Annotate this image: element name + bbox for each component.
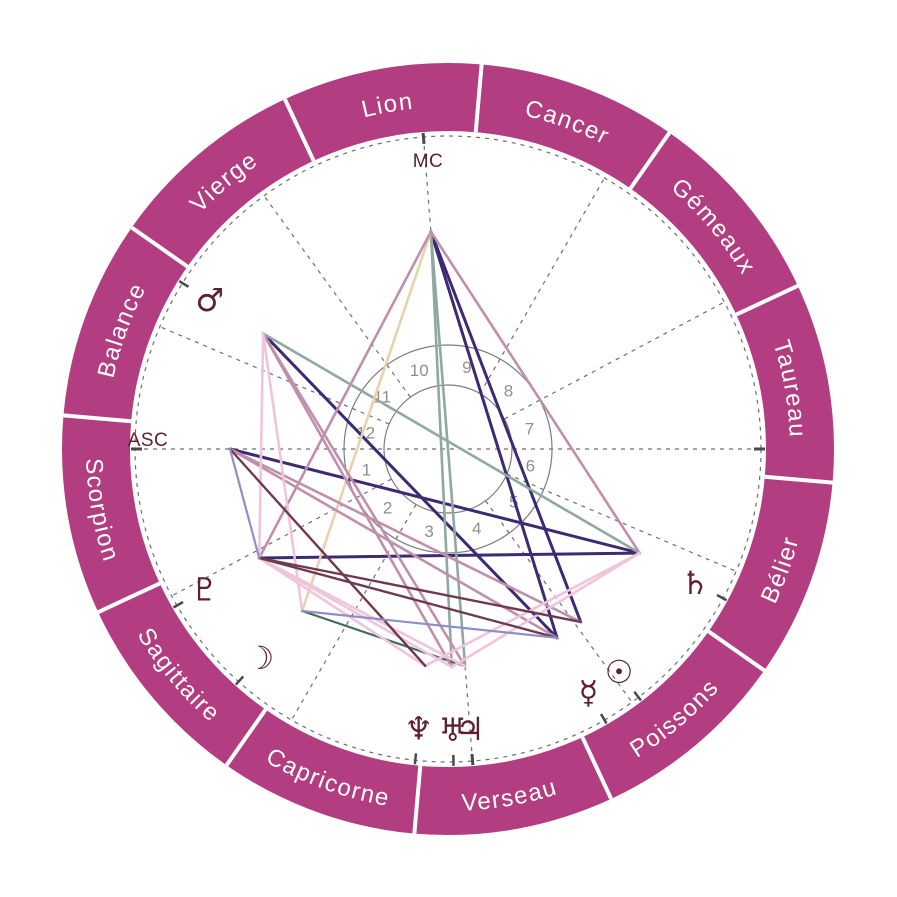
aspect-saturne-uranus [450, 551, 641, 669]
planet-soleil-symbol[interactable]: ☉ [605, 653, 634, 691]
house-cusp-line [159, 326, 390, 425]
house-number-3: 3 [424, 522, 433, 541]
sign-divider [224, 708, 268, 767]
house-number-1: 1 [362, 460, 371, 479]
house-number-4: 4 [472, 519, 481, 538]
sign-divider [735, 284, 799, 317]
planet-jupiter-symbol[interactable]: ♃ [456, 710, 485, 748]
aspect-pluton-neptune [257, 556, 427, 668]
asc-axis-label: ASC [128, 430, 169, 451]
house-cusp-line [504, 301, 725, 420]
aspect-asc-soleil [228, 447, 583, 624]
house-circle-outer [343, 344, 553, 554]
house-number-7: 7 [525, 420, 534, 439]
planet-saturne-symbol[interactable]: ♄ [681, 564, 710, 602]
house-cusp-line [485, 500, 633, 703]
aspect-mc-jupiter [429, 230, 467, 668]
aspect-mars-saturne [261, 332, 641, 555]
sign-divider [130, 225, 189, 269]
planet-uranus-symbol[interactable]: ♅ [439, 711, 468, 749]
planet-lune-symbol[interactable]: ☽ [246, 639, 275, 677]
house-cusp-line [506, 473, 737, 572]
aspect-mc-mercure [429, 230, 559, 640]
house-number-9: 9 [462, 358, 471, 377]
planet-tick-soleil [633, 691, 642, 702]
aspect-asc-pluton [228, 447, 261, 560]
planet-neptune-symbol[interactable]: ♆ [404, 709, 433, 747]
house-number-8: 8 [504, 382, 513, 401]
mc-axis-label: MC [413, 151, 444, 172]
aspect-mc-saturne [429, 230, 641, 555]
house-cusp-line [171, 478, 392, 597]
planet-mars-symbol[interactable]: ♂ [195, 281, 224, 319]
sign-divider [97, 581, 161, 614]
aspect-mc-lune [300, 230, 433, 613]
aspect-pluton-saturne [257, 551, 642, 560]
sign-divider [764, 474, 833, 485]
sign-divider [412, 765, 423, 834]
house-number-2: 2 [383, 498, 392, 517]
zodiac-ring [62, 63, 834, 835]
planet-tick-mars [178, 279, 190, 288]
house-cusp-line [479, 177, 606, 394]
aspect-pluton-jupiter [257, 556, 467, 668]
planet-mercure-symbol[interactable]: ☿ [579, 673, 599, 711]
house-number-6: 6 [526, 457, 535, 476]
aspect-asc-saturne [228, 447, 642, 555]
sign-divider [580, 736, 613, 800]
planet-tick-neptune [413, 753, 418, 765]
axis-end-tick [421, 132, 426, 145]
sign-divider [628, 131, 672, 190]
sign-divider [707, 629, 766, 673]
planet-pluton-symbol[interactable]: ♇ [190, 571, 219, 609]
planet-tick-pluton [172, 600, 184, 609]
house-cusp-line [290, 504, 417, 721]
planet-tick-saturne [716, 593, 728, 602]
aspect-saturne-neptune [423, 551, 641, 668]
aspect-asc-neptune [228, 447, 427, 668]
aspect-mc-soleil [429, 230, 583, 624]
aspect-mars-pluton [257, 332, 265, 560]
aspect-lune-mercure [301, 609, 559, 639]
sign-divider [473, 64, 484, 133]
sign-divider [283, 98, 316, 162]
house-number-10: 10 [410, 361, 429, 380]
planet-tick-jupiter [470, 753, 475, 766]
aspect-mars-uranus [261, 332, 454, 669]
aspect-pluton-soleil [258, 556, 582, 624]
planet-tick-mercure [599, 713, 608, 725]
sign-divider [63, 413, 132, 424]
aspect-pluton-mercure [258, 556, 559, 639]
planet-tick-lune [234, 675, 245, 686]
house-cusp-line [263, 195, 411, 398]
house-number-11: 11 [373, 388, 391, 407]
aspect-mars-jupiter [261, 332, 467, 668]
house-circle-inner [383, 384, 513, 514]
